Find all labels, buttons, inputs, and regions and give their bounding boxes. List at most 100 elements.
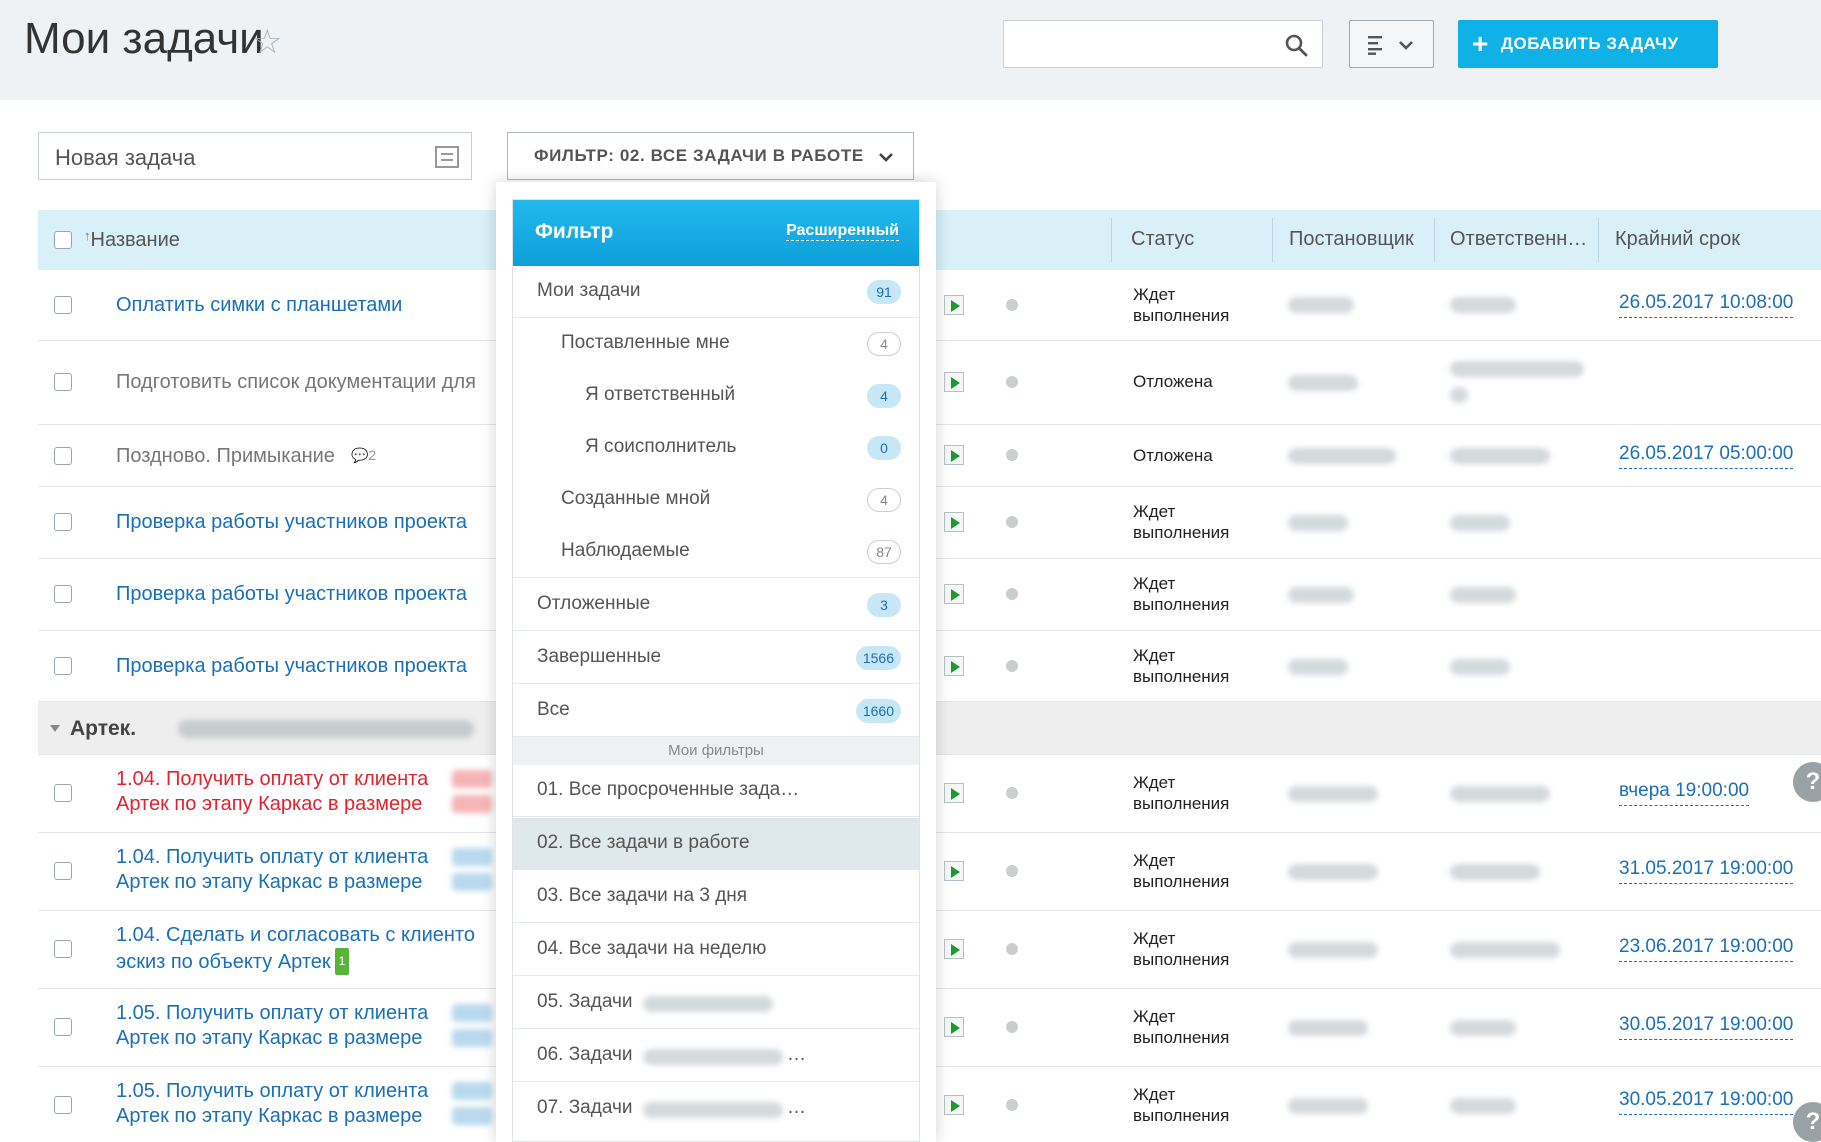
- search-input[interactable]: [1003, 20, 1323, 68]
- row-checkbox[interactable]: [54, 296, 72, 314]
- deadline-link[interactable]: вчера 19:00:00: [1619, 780, 1750, 806]
- task-title-link[interactable]: Подготовить список документации для: [116, 371, 476, 393]
- count-badge: 0: [867, 436, 901, 460]
- column-deadline-header[interactable]: Крайний срок: [1615, 228, 1741, 250]
- task-title-blurred: [452, 1029, 492, 1047]
- column-name-header[interactable]: ↑Название: [84, 228, 180, 251]
- task-title-link[interactable]: Проверка работы участников проекта: [116, 655, 468, 677]
- filter-popup-header: Фильтр Расширенный: [513, 200, 919, 266]
- start-task-icon[interactable]: [944, 656, 964, 676]
- filter-item-co-executor[interactable]: Я соисполнитель 0: [513, 422, 919, 474]
- responsible-name-blurred: [1450, 387, 1468, 403]
- start-task-icon[interactable]: [944, 512, 964, 532]
- deadline-link[interactable]: 31.05.2017 19:00:00: [1619, 858, 1794, 884]
- task-title-blurred: [452, 1004, 492, 1022]
- deadline-link[interactable]: 26.05.2017 05:00:00: [1619, 443, 1794, 469]
- task-status: Ждет выполнения: [1133, 773, 1230, 813]
- start-task-icon[interactable]: [944, 1017, 964, 1037]
- advanced-filter-link[interactable]: Расширенный: [786, 222, 899, 241]
- help-button[interactable]: ?: [1793, 1102, 1821, 1142]
- add-task-label: ДОБАВИТЬ ЗАДАЧУ: [1500, 34, 1679, 53]
- start-task-icon[interactable]: [944, 295, 964, 315]
- new-task-input[interactable]: Новая задача: [38, 132, 472, 180]
- start-task-icon[interactable]: [944, 372, 964, 392]
- filter-item-completed[interactable]: Завершенные 1566: [513, 632, 919, 684]
- filter-item-created-by-me[interactable]: Созданные мной 4: [513, 474, 919, 526]
- count-badge: 3: [867, 593, 901, 617]
- select-all-checkbox[interactable]: [54, 231, 72, 249]
- filter-label: ФИЛЬТР: 02. ВСЕ ЗАДАЧИ В РАБОТЕ: [534, 146, 864, 165]
- responsible-name-blurred: [1450, 942, 1560, 958]
- start-task-icon[interactable]: [944, 939, 964, 959]
- row-checkbox[interactable]: [54, 585, 72, 603]
- my-filter-item[interactable]: 06. Задачи …: [513, 1030, 919, 1082]
- row-checkbox[interactable]: [54, 862, 72, 880]
- start-task-icon[interactable]: [944, 1095, 964, 1115]
- responsible-name-blurred: [1450, 864, 1540, 880]
- my-filter-item[interactable]: 03. Все задачи на 3 дня: [513, 871, 919, 923]
- count-badge: 4: [867, 384, 901, 408]
- view-mode-button[interactable]: [1349, 20, 1434, 68]
- filter-item-all[interactable]: Все 1660: [513, 685, 919, 737]
- my-filter-item-selected[interactable]: 02. Все задачи в работе: [513, 818, 919, 870]
- count-badge: 1660: [855, 699, 901, 723]
- column-creator-header[interactable]: Постановщик: [1289, 228, 1414, 250]
- column-status-header[interactable]: Статус: [1131, 228, 1195, 250]
- comments-badge: 1: [334, 948, 350, 975]
- task-title-link[interactable]: 1.04. Получить оплату от клиента Артек по…: [116, 846, 429, 893]
- task-title-link[interactable]: 1.05. Получить оплату от клиента Артек по…: [116, 1080, 429, 1127]
- my-filter-item[interactable]: 07. Задачи …: [513, 1083, 919, 1135]
- task-title-link[interactable]: Поздново. Примыкание 💬2: [116, 445, 377, 467]
- my-filter-item[interactable]: 05. Задачи: [513, 977, 919, 1029]
- filter-dropdown-button[interactable]: ФИЛЬТР: 02. ВСЕ ЗАДАЧИ В РАБОТЕ: [507, 132, 914, 180]
- search-icon[interactable]: [1284, 33, 1308, 57]
- responsible-name-blurred: [1450, 1020, 1516, 1036]
- creator-name-blurred: [1288, 659, 1348, 675]
- my-filter-item[interactable]: 01. Все просроченные зада…: [513, 765, 919, 817]
- row-checkbox[interactable]: [54, 1018, 72, 1036]
- task-title-link[interactable]: Проверка работы участников проекта: [116, 583, 468, 605]
- my-filter-item[interactable]: 04. Все задачи на неделю: [513, 924, 919, 976]
- task-status: Ждет выполнения: [1133, 1007, 1230, 1047]
- task-status: Ждет выполнения: [1133, 929, 1230, 969]
- add-task-button[interactable]: + ДОБАВИТЬ ЗАДАЧУ: [1458, 20, 1718, 68]
- row-checkbox[interactable]: [54, 657, 72, 675]
- creator-name-blurred: [1288, 1020, 1368, 1036]
- filter-item-deferred[interactable]: Отложенные 3: [513, 579, 919, 631]
- creator-name-blurred: [1288, 864, 1378, 880]
- start-task-icon[interactable]: [944, 584, 964, 604]
- responsible-name-blurred: [1450, 448, 1550, 464]
- row-checkbox[interactable]: [54, 513, 72, 531]
- filter-item-watched[interactable]: Наблюдаемые 87: [513, 526, 919, 578]
- filter-item-my-tasks[interactable]: Мои задачи 91: [513, 266, 919, 318]
- favorite-star-icon[interactable]: ☆: [252, 23, 283, 61]
- row-checkbox[interactable]: [54, 1096, 72, 1114]
- task-title-link[interactable]: 1.05. Получить оплату от клиента Артек по…: [116, 1002, 429, 1049]
- collapse-triangle-icon[interactable]: [50, 725, 60, 732]
- start-task-icon[interactable]: [944, 783, 964, 803]
- task-title-blurred: [452, 1107, 492, 1125]
- deadline-link[interactable]: 30.05.2017 19:00:00: [1619, 1089, 1794, 1115]
- column-responsible-header[interactable]: Ответственн…: [1450, 228, 1588, 250]
- help-button[interactable]: ?: [1793, 762, 1821, 802]
- task-title-link[interactable]: Оплатить симки с планшетами: [116, 294, 403, 316]
- start-task-icon[interactable]: [944, 445, 964, 465]
- task-title-link[interactable]: Проверка работы участников проекта: [116, 511, 468, 533]
- task-title-link[interactable]: 1.04. Сделать и согласовать с клиенто эск…: [116, 924, 475, 975]
- priority-dot: [1006, 1099, 1018, 1111]
- task-title-link[interactable]: 1.04. Получить оплату от клиента Артек по…: [116, 768, 429, 815]
- filter-item-assigned-to-me[interactable]: Поставленные мне 4: [513, 318, 919, 370]
- chevron-down-icon: [879, 153, 893, 162]
- row-checkbox[interactable]: [54, 940, 72, 958]
- task-status: Отложена: [1133, 372, 1213, 391]
- deadline-link[interactable]: 30.05.2017 19:00:00: [1619, 1014, 1794, 1040]
- column-divider: [1598, 218, 1599, 262]
- task-form-icon[interactable]: [435, 146, 459, 168]
- deadline-link[interactable]: 23.06.2017 19:00:00: [1619, 936, 1794, 962]
- deadline-link[interactable]: 26.05.2017 10:08:00: [1619, 292, 1794, 318]
- row-checkbox[interactable]: [54, 447, 72, 465]
- row-checkbox[interactable]: [54, 784, 72, 802]
- start-task-icon[interactable]: [944, 861, 964, 881]
- row-checkbox[interactable]: [54, 373, 72, 391]
- filter-item-responsible[interactable]: Я ответственный 4: [513, 370, 919, 422]
